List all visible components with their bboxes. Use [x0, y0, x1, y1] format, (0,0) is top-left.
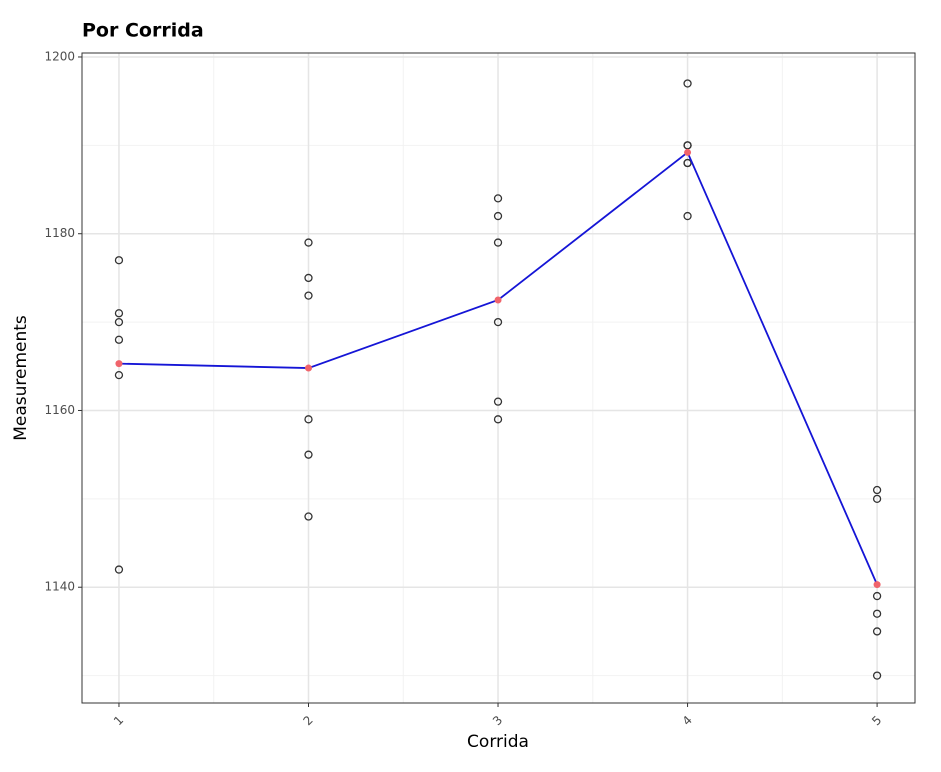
mean-point	[494, 296, 502, 304]
x-tick-label: 5	[869, 713, 884, 728]
x-tick-label: 3	[490, 713, 505, 728]
x-tick-label: 1	[111, 713, 126, 728]
data-point	[493, 238, 503, 247]
data-point	[493, 397, 503, 406]
data-point	[683, 141, 692, 150]
x-axis-title: Corrida	[467, 732, 529, 752]
y-tick-label: 1180	[44, 226, 75, 240]
plot-border	[81, 52, 916, 704]
data-point	[304, 512, 313, 521]
data-point	[304, 238, 313, 247]
mean-point	[304, 364, 312, 372]
data-point	[683, 158, 692, 168]
data-point	[114, 256, 124, 265]
data-point	[114, 317, 124, 327]
data-point	[683, 79, 692, 88]
data-point	[493, 317, 503, 327]
y-axis-title: Measurements	[11, 315, 31, 441]
x-tick-label: 4	[680, 713, 695, 728]
data-point	[304, 450, 313, 459]
y-tick-label: 1200	[44, 49, 75, 63]
data-point	[304, 291, 313, 300]
mean-point	[115, 360, 123, 368]
data-point	[493, 415, 503, 424]
data-point	[872, 485, 882, 495]
data-point	[872, 609, 882, 618]
mean-point	[873, 581, 881, 589]
data-point	[872, 591, 882, 601]
data-point	[114, 335, 124, 344]
data-point	[872, 627, 882, 636]
y-tick-label: 1140	[44, 580, 75, 594]
data-point	[304, 415, 313, 424]
data-point	[493, 211, 503, 221]
x-tick-label: 2	[300, 713, 315, 728]
data-point	[114, 309, 124, 318]
data-point	[872, 494, 882, 504]
data-point	[683, 211, 692, 221]
data-point	[114, 565, 124, 574]
data-point	[493, 194, 503, 203]
data-point	[304, 273, 313, 283]
data-point	[114, 370, 124, 380]
y-tick-label: 1160	[44, 403, 75, 417]
data-point	[872, 671, 882, 680]
mean-point	[684, 148, 692, 156]
chart-title: Por Corrida	[82, 20, 204, 42]
